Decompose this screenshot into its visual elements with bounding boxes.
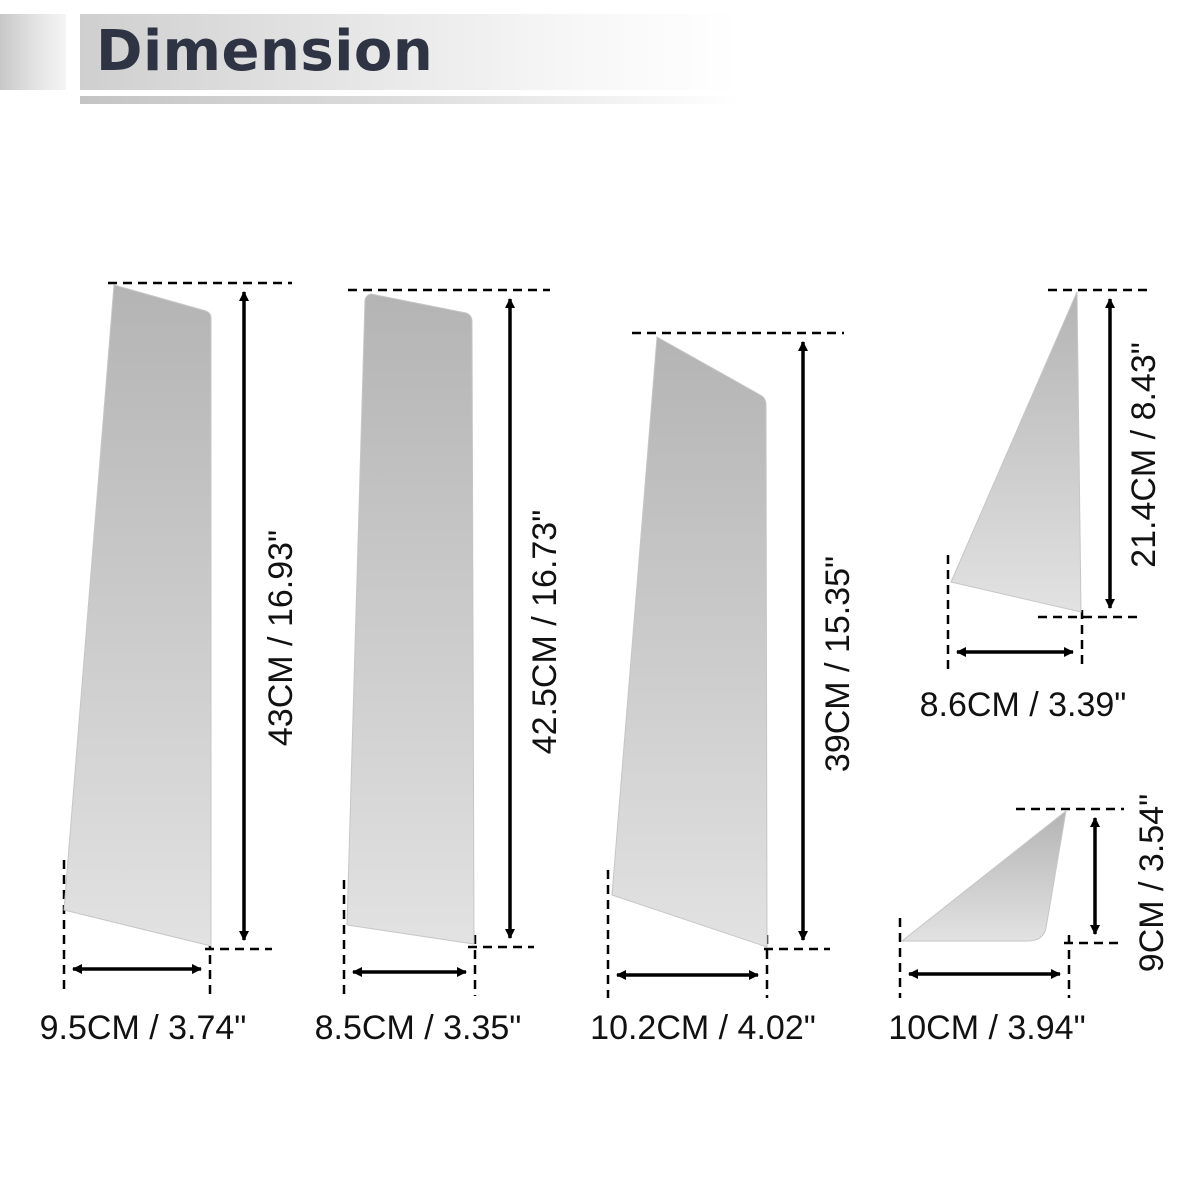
guide-lines [62, 281, 1148, 998]
chrome-triangle-piece-5 [900, 809, 1067, 942]
chrome-pillar-3 [611, 336, 768, 948]
page-title: Dimension [96, 19, 434, 84]
height-label-4: 21.4CM / 8.43" [1125, 342, 1163, 568]
width-label-4: 8.6CM / 3.39" [920, 686, 1127, 724]
header-banner [80, 14, 740, 90]
chrome-pillar-2 [346, 293, 475, 945]
height-label-1: 43CM / 16.93" [262, 530, 300, 746]
header-underline [80, 96, 740, 104]
width-label-1: 9.5CM / 3.74" [40, 1009, 247, 1047]
width-label-5: 10CM / 3.94" [888, 1009, 1085, 1047]
height-label-5: 9CM / 3.54" [1133, 794, 1171, 972]
height-label-3: 39CM / 15.35" [819, 556, 857, 772]
chrome-pillar-1 [63, 284, 212, 947]
header-accent-block [0, 14, 66, 90]
dimension-arrows [72, 291, 1115, 980]
width-label-2: 8.5CM / 3.35" [315, 1009, 522, 1047]
width-label-3: 10.2CM / 4.02" [590, 1009, 816, 1047]
chrome-triangle-piece-4 [950, 291, 1082, 613]
height-label-2: 42.5CM / 16.73" [526, 510, 564, 755]
